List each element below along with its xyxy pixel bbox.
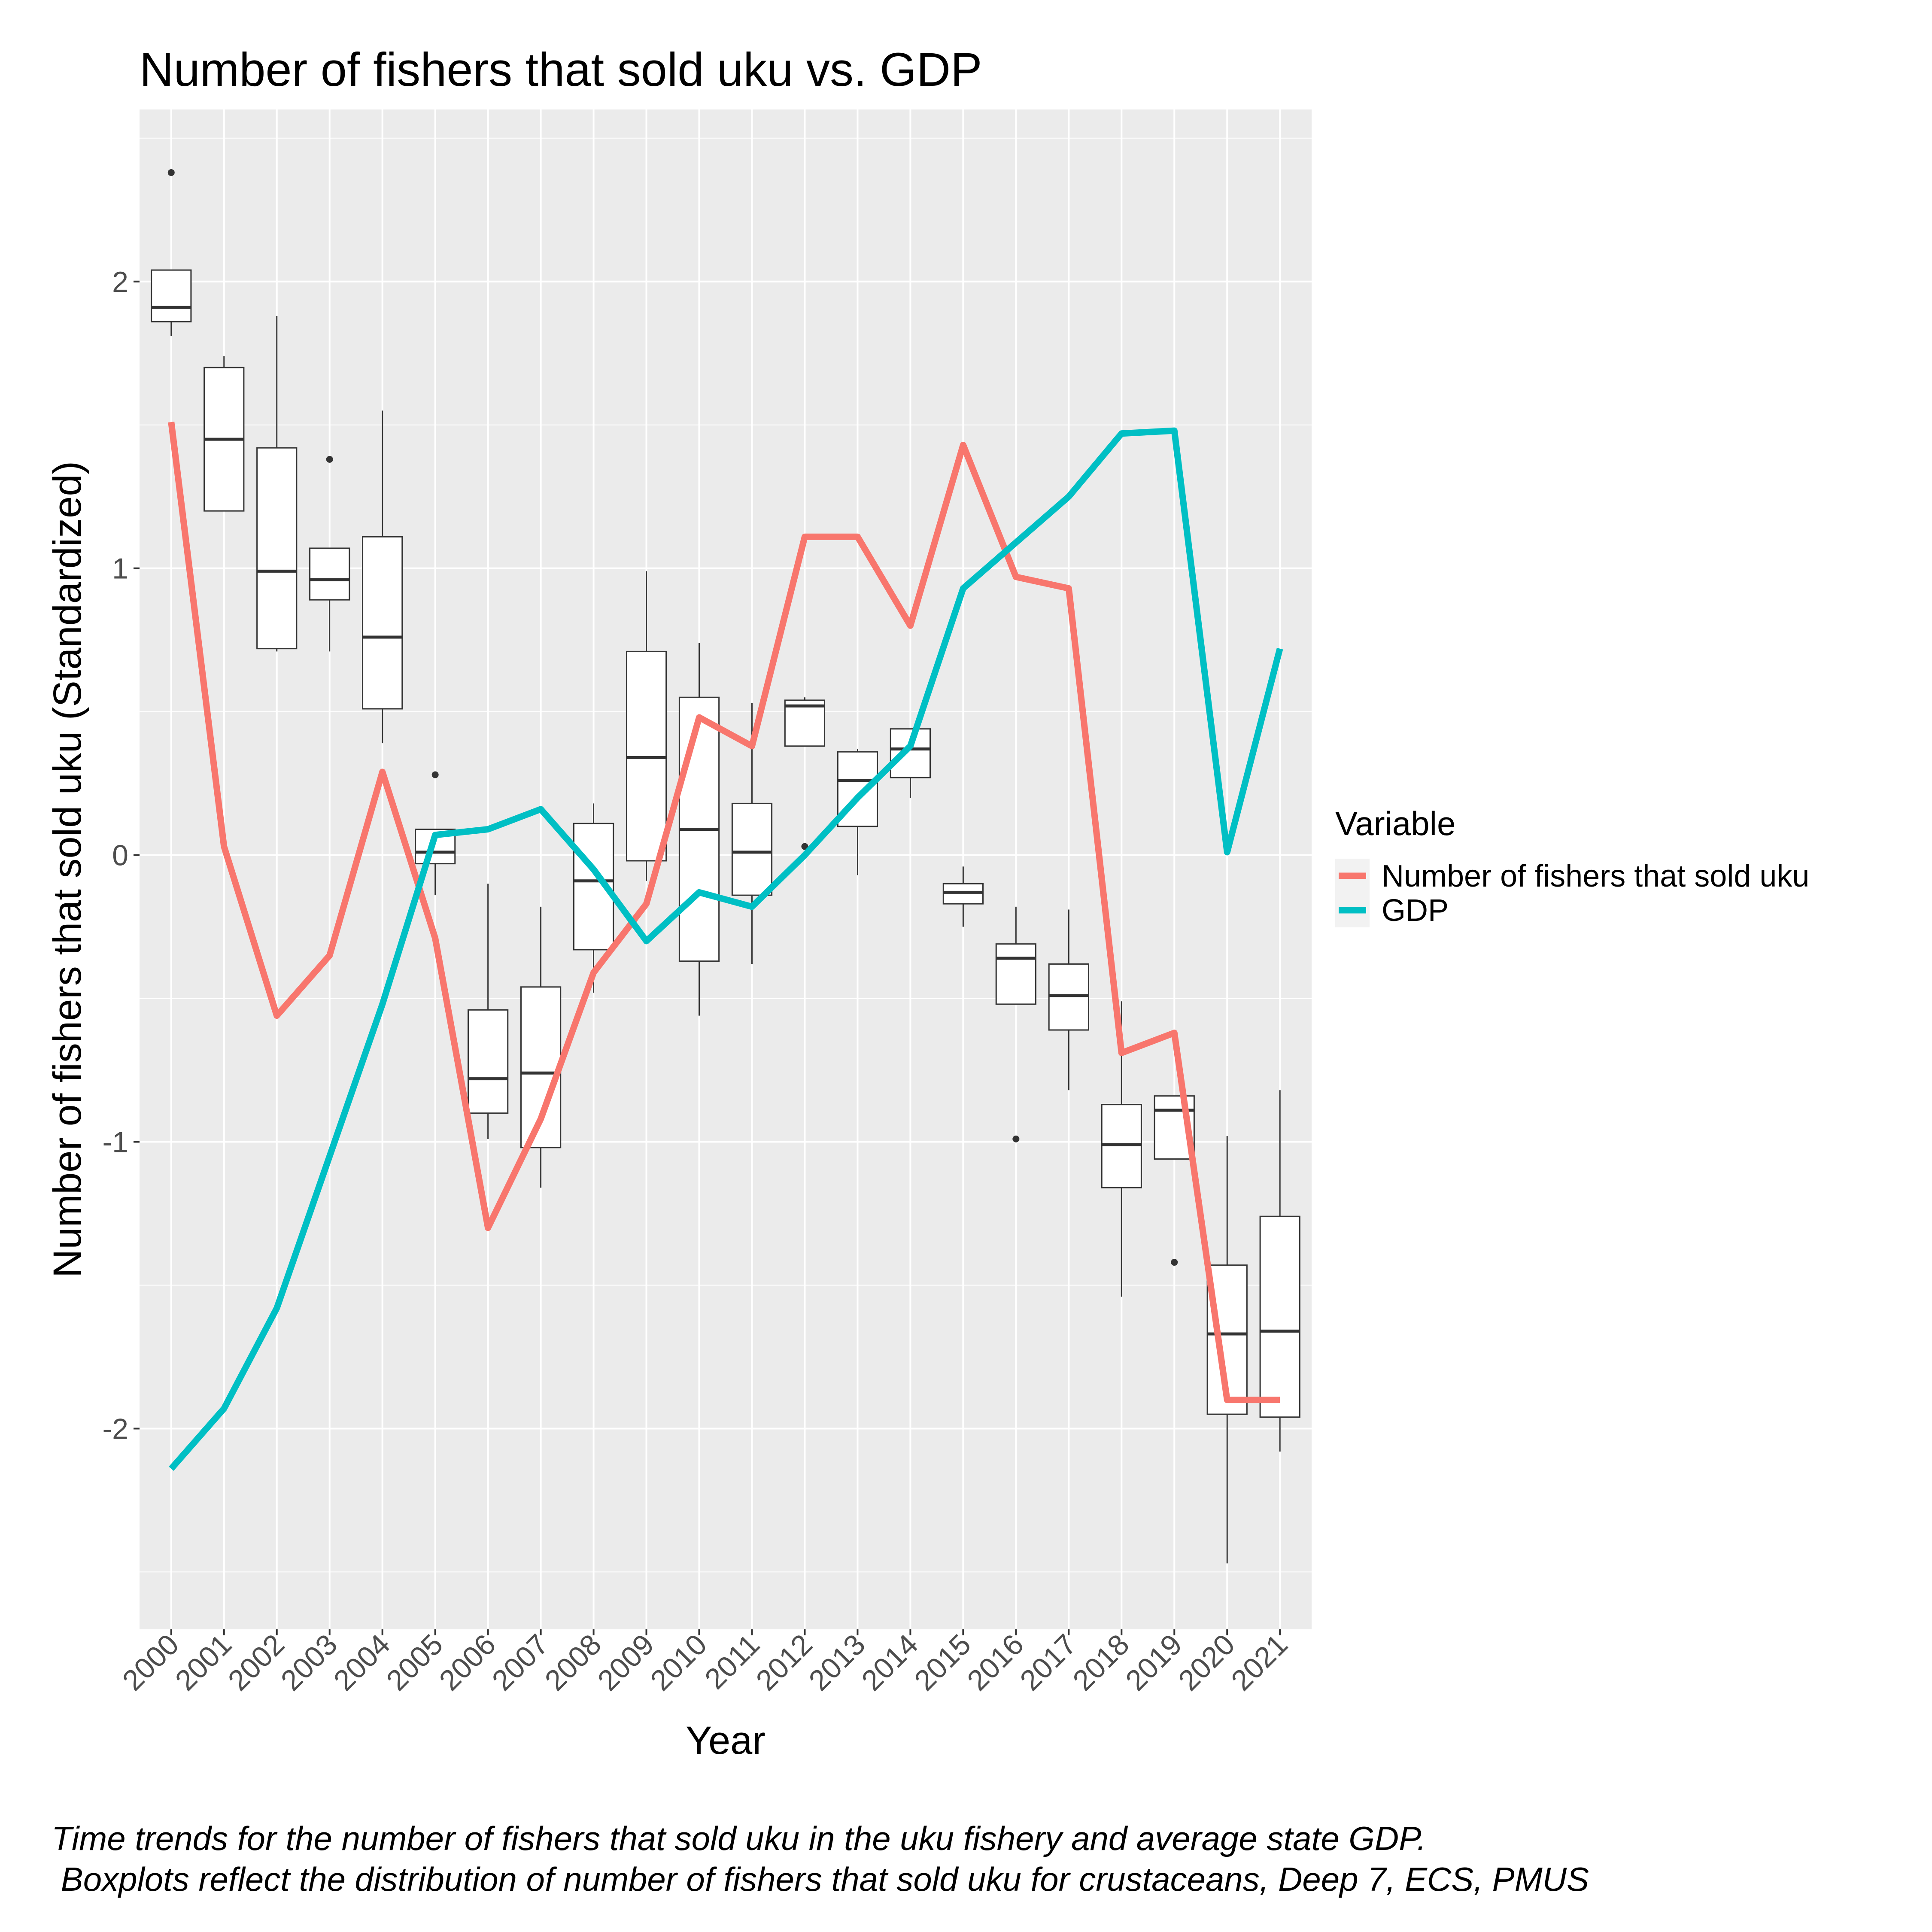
caption: Time trends for the number of fishers th… bbox=[52, 1818, 1898, 1900]
x-tick-label: 2018 bbox=[1066, 1628, 1136, 1697]
boxplot-box bbox=[362, 536, 403, 710]
boxplot-2010 bbox=[678, 643, 720, 1016]
plot-panel bbox=[140, 109, 1312, 1629]
caption-line-2: Boxplots reflect the distribution of num… bbox=[52, 1860, 1589, 1898]
boxplot-box bbox=[1259, 1215, 1300, 1418]
x-axis-label: Year bbox=[686, 1719, 766, 1762]
boxplot-2016 bbox=[995, 906, 1036, 1142]
boxplot-2014 bbox=[890, 728, 931, 798]
boxplot-2002 bbox=[256, 316, 298, 652]
boxplot-outlier bbox=[1171, 1259, 1178, 1266]
x-tick-label: 2014 bbox=[855, 1628, 924, 1697]
x-tick-label: 2015 bbox=[908, 1628, 977, 1697]
x-tick-label: 2006 bbox=[433, 1628, 502, 1697]
boxplot-2017 bbox=[1048, 909, 1089, 1091]
boxplot-outlier bbox=[1012, 1135, 1020, 1142]
boxplot-2012 bbox=[784, 697, 826, 850]
chart-title: Number of fishers that sold uku vs. GDP bbox=[140, 43, 982, 96]
series-lines bbox=[168, 422, 1283, 1471]
series-line-fishers bbox=[168, 422, 1280, 1403]
series-line-gdp bbox=[169, 427, 1283, 1471]
boxplot-2011 bbox=[731, 703, 773, 964]
boxplots bbox=[151, 169, 1300, 1564]
boxplot-box bbox=[731, 802, 773, 896]
legend-label: Number of fishers that sold uku bbox=[1382, 859, 1809, 893]
x-axis: 2000200120022003200420052006200720082009… bbox=[116, 1628, 1294, 1697]
boxplot-box bbox=[309, 547, 350, 601]
x-tick-label: 2012 bbox=[750, 1628, 819, 1697]
boxplot-box bbox=[890, 728, 931, 778]
boxplot-2021 bbox=[1259, 1090, 1300, 1452]
x-tick-label: 2010 bbox=[644, 1628, 713, 1697]
x-tick-label: 2005 bbox=[380, 1628, 450, 1697]
boxplot-box bbox=[468, 1009, 509, 1114]
boxplot-2015 bbox=[942, 866, 984, 927]
boxplot-2003 bbox=[309, 456, 350, 652]
caption-line-1: Time trends for the number of fishers th… bbox=[52, 1820, 1426, 1857]
x-tick-label: 2021 bbox=[1225, 1628, 1294, 1697]
legend-title: Variable bbox=[1335, 805, 1455, 842]
boxplot-outlier bbox=[431, 771, 439, 778]
y-tick-label: 0 bbox=[112, 839, 128, 872]
boxplot-outlier bbox=[167, 169, 175, 176]
x-tick-label: 2000 bbox=[116, 1628, 185, 1697]
x-tick-label: 2019 bbox=[1119, 1628, 1188, 1697]
boxplot-box bbox=[573, 823, 614, 951]
boxplot-2006 bbox=[468, 884, 509, 1139]
x-tick-label: 2004 bbox=[328, 1628, 397, 1697]
boxplot-box bbox=[256, 447, 298, 650]
boxplot-2004 bbox=[362, 410, 403, 744]
y-tick-label: -2 bbox=[103, 1413, 128, 1445]
boxplot-2009 bbox=[626, 571, 667, 881]
x-tick-label: 2009 bbox=[591, 1628, 660, 1697]
x-tick-label: 2003 bbox=[275, 1628, 344, 1697]
boxplot-2001 bbox=[204, 356, 245, 512]
x-tick-label: 2017 bbox=[1014, 1628, 1083, 1697]
grid-minor bbox=[140, 137, 1312, 1573]
boxplot-box bbox=[151, 269, 192, 322]
y-axis: -2 -1 0 1 2 bbox=[103, 266, 140, 1445]
legend-label: GDP bbox=[1382, 893, 1449, 928]
boxplot-2008 bbox=[573, 803, 614, 993]
boxplot-outlier bbox=[801, 843, 808, 850]
x-tick-label: 2013 bbox=[802, 1628, 872, 1697]
x-tick-label: 2020 bbox=[1172, 1628, 1241, 1697]
boxplot-box bbox=[995, 943, 1036, 1005]
x-tick-label: 2007 bbox=[486, 1628, 555, 1697]
x-tick-label: 2011 bbox=[699, 1628, 766, 1695]
y-tick-label: 1 bbox=[112, 553, 128, 585]
x-tick-label: 2001 bbox=[169, 1628, 238, 1697]
y-tick-label: 2 bbox=[112, 266, 128, 298]
boxplot-2018 bbox=[1101, 1001, 1142, 1297]
y-axis-label: Number of fishers that sold uku (Standar… bbox=[46, 461, 89, 1278]
x-tick-label: 2002 bbox=[222, 1628, 291, 1697]
y-tick-label: -1 bbox=[103, 1126, 128, 1159]
boxplot-outlier bbox=[326, 456, 333, 463]
x-tick-label: 2008 bbox=[538, 1628, 608, 1697]
boxplot-2000 bbox=[151, 169, 192, 336]
boxplot-box bbox=[784, 699, 826, 747]
legend: Variable Number of fishers that sold ukuG… bbox=[1335, 805, 1809, 928]
x-tick-label: 2016 bbox=[961, 1628, 1030, 1697]
